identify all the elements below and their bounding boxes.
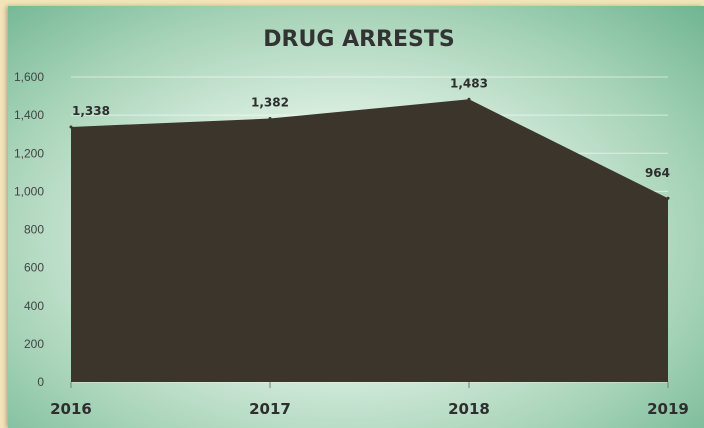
y-tick-label: 1,000 (14, 184, 44, 198)
data-label: 1,338 (72, 104, 110, 118)
data-label: 964 (645, 166, 670, 180)
x-tick-label: 2018 (448, 400, 490, 418)
data-point (69, 125, 73, 129)
y-tick-label: 800 (24, 223, 44, 237)
y-tick-label: 200 (24, 337, 44, 351)
x-tick-label: 2017 (249, 400, 291, 418)
y-tick-label: 1,200 (14, 146, 44, 160)
data-point (268, 117, 272, 121)
data-label: 1,483 (450, 76, 488, 90)
y-tick-label: 600 (24, 261, 44, 275)
x-axis-ticks: 2016 2017 2018 2019 (50, 382, 689, 418)
area-fill (71, 99, 668, 382)
y-tick-label: 1,400 (14, 108, 44, 122)
data-label: 1,382 (251, 96, 289, 110)
data-point (467, 97, 471, 101)
y-tick-label: 1,600 (14, 70, 44, 84)
data-point (666, 196, 670, 200)
area-series (69, 97, 670, 382)
y-axis-ticks: 0 200 400 600 800 1,000 1,200 1,400 1,600 (14, 70, 44, 389)
data-labels: 1,338 1,382 1,483 964 (72, 76, 670, 180)
x-tick-label: 2019 (647, 400, 689, 418)
y-tick-label: 0 (37, 375, 44, 389)
y-tick-label: 400 (24, 299, 44, 313)
x-tick-label: 2016 (50, 400, 92, 418)
chart-title: DRUG ARRESTS (263, 27, 454, 52)
